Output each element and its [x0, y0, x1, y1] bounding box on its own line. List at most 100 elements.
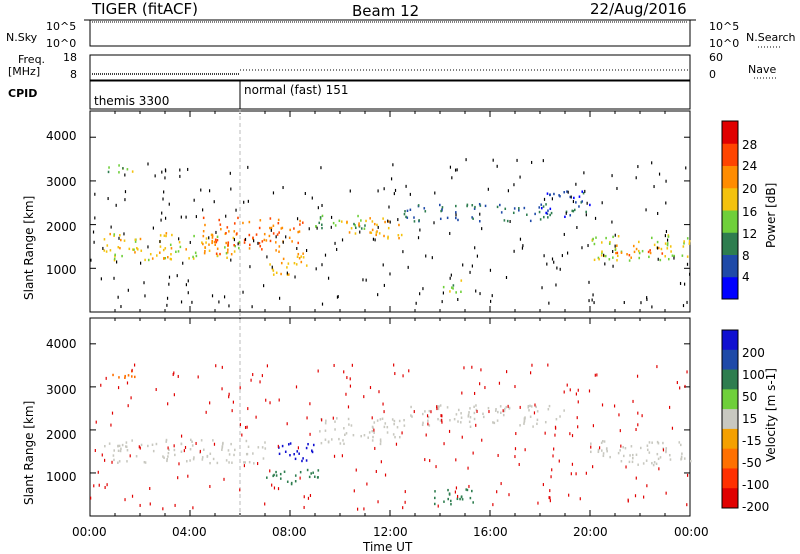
- power-noise-cell: [107, 197, 109, 201]
- velocity-cell: [216, 461, 219, 465]
- nsky-tick-top: 10^5: [46, 20, 77, 33]
- power-cell: [593, 242, 596, 246]
- velocity-noise-cell: [620, 444, 622, 448]
- velocity-noise-cell: [402, 374, 404, 378]
- power-cell: [423, 207, 426, 210]
- velocity-noise-cell: [568, 493, 570, 497]
- power-cell: [165, 232, 168, 235]
- velocity-noise-cell: [213, 442, 216, 446]
- velocity-cell: [368, 431, 371, 434]
- velocity-colorbar-band: [722, 428, 738, 450]
- velocity-cell: [302, 457, 304, 460]
- power-cell: [159, 245, 162, 248]
- velocity-cell: [668, 453, 671, 457]
- power-colorbar-band: [722, 210, 738, 233]
- power-cell: [278, 250, 280, 253]
- power-cell: [269, 239, 272, 243]
- velocity-noise-cell: [383, 410, 385, 414]
- power-cb-tick-4: 4: [742, 270, 750, 284]
- power-noise-cell: [244, 237, 247, 241]
- velocity-cell: [559, 415, 561, 418]
- power-cell: [216, 238, 219, 242]
- velocity-noise-cell: [252, 373, 254, 377]
- velocity-cell: [310, 472, 312, 475]
- power-cell: [371, 220, 374, 223]
- velocity-noise-cell: [341, 454, 343, 458]
- velocity-cell: [457, 420, 459, 423]
- power-cell: [282, 257, 285, 261]
- velocity-cell: [529, 415, 532, 418]
- power-noise-cell: [159, 240, 161, 244]
- power-cell: [575, 201, 577, 204]
- power-cell: [136, 246, 138, 250]
- power-noise-cell: [651, 161, 653, 165]
- power-cell: [192, 255, 194, 259]
- power-noise-cell: [465, 158, 467, 162]
- power-cell: [332, 221, 335, 225]
- power-noise-cell: [161, 170, 163, 174]
- velocity-cell: [117, 461, 119, 464]
- velocity-noise-cell: [384, 473, 387, 477]
- velocity-noise-cell: [371, 416, 373, 420]
- power-cell: [233, 250, 236, 253]
- power-cell: [272, 232, 275, 235]
- power-noise-cell: [163, 190, 165, 194]
- power-cell: [360, 219, 362, 222]
- velocity-cell: [376, 419, 379, 422]
- power-cell: [218, 218, 221, 222]
- power-cell: [518, 209, 520, 212]
- velocity-noise-cell: [515, 432, 517, 436]
- velocity-cell: [222, 441, 224, 445]
- velocity-noise-cell: [255, 415, 257, 419]
- power-noise-cell: [311, 196, 313, 200]
- power-cell: [666, 247, 669, 250]
- velocity-noise-cell: [585, 471, 587, 475]
- power-cell: [195, 254, 198, 258]
- xtick-2: 08:00: [272, 525, 307, 539]
- velocity-noise-cell: [110, 423, 112, 427]
- power-cell: [208, 243, 210, 246]
- power-cell: [295, 263, 298, 266]
- power-noise-cell: [682, 304, 685, 308]
- power-cell: [526, 213, 528, 216]
- power-cell: [612, 235, 614, 239]
- power-noise-cell: [164, 216, 167, 220]
- velocity-cell: [167, 451, 170, 455]
- velocity-cell: [469, 496, 472, 500]
- power-cell: [318, 221, 321, 225]
- power-cell: [278, 245, 281, 248]
- velocity-noise-cell: [498, 381, 501, 385]
- velocity-noise-cell: [246, 425, 248, 429]
- velocity-cell: [347, 417, 350, 421]
- velocity-cell: [438, 405, 440, 408]
- power-cell: [132, 248, 134, 251]
- velocity-cell: [119, 449, 122, 453]
- velocity-noise-cell: [104, 485, 106, 489]
- velocity-noise-cell: [97, 470, 99, 474]
- power-cell: [559, 195, 561, 198]
- velocity-noise-cell: [349, 384, 352, 388]
- power-cell: [513, 207, 516, 210]
- velocity-cell: [155, 442, 158, 446]
- velocity-cell: [320, 441, 323, 445]
- power-cell: [403, 212, 406, 216]
- power-noise-cell: [673, 256, 675, 260]
- velocity-noise-cell: [553, 447, 555, 451]
- velocity-cell: [683, 457, 686, 460]
- power-cell: [119, 238, 122, 242]
- power-noise-cell: [570, 195, 572, 199]
- velocity-noise-cell: [537, 501, 539, 505]
- power-cell: [534, 212, 536, 216]
- power-cell: [134, 240, 137, 243]
- velocity-cell: [313, 475, 316, 478]
- power-noise-cell: [587, 244, 589, 248]
- velocity-cell: [221, 448, 223, 451]
- power-cell: [214, 238, 217, 241]
- velocity-noise-cell: [111, 460, 113, 464]
- velocity-cell: [630, 445, 633, 448]
- power-noise-cell: [164, 176, 166, 180]
- power-noise-cell: [178, 237, 180, 241]
- power-noise-cell: [611, 174, 613, 178]
- power-cb-tick-20: 20: [742, 182, 758, 196]
- power-cell: [664, 242, 667, 245]
